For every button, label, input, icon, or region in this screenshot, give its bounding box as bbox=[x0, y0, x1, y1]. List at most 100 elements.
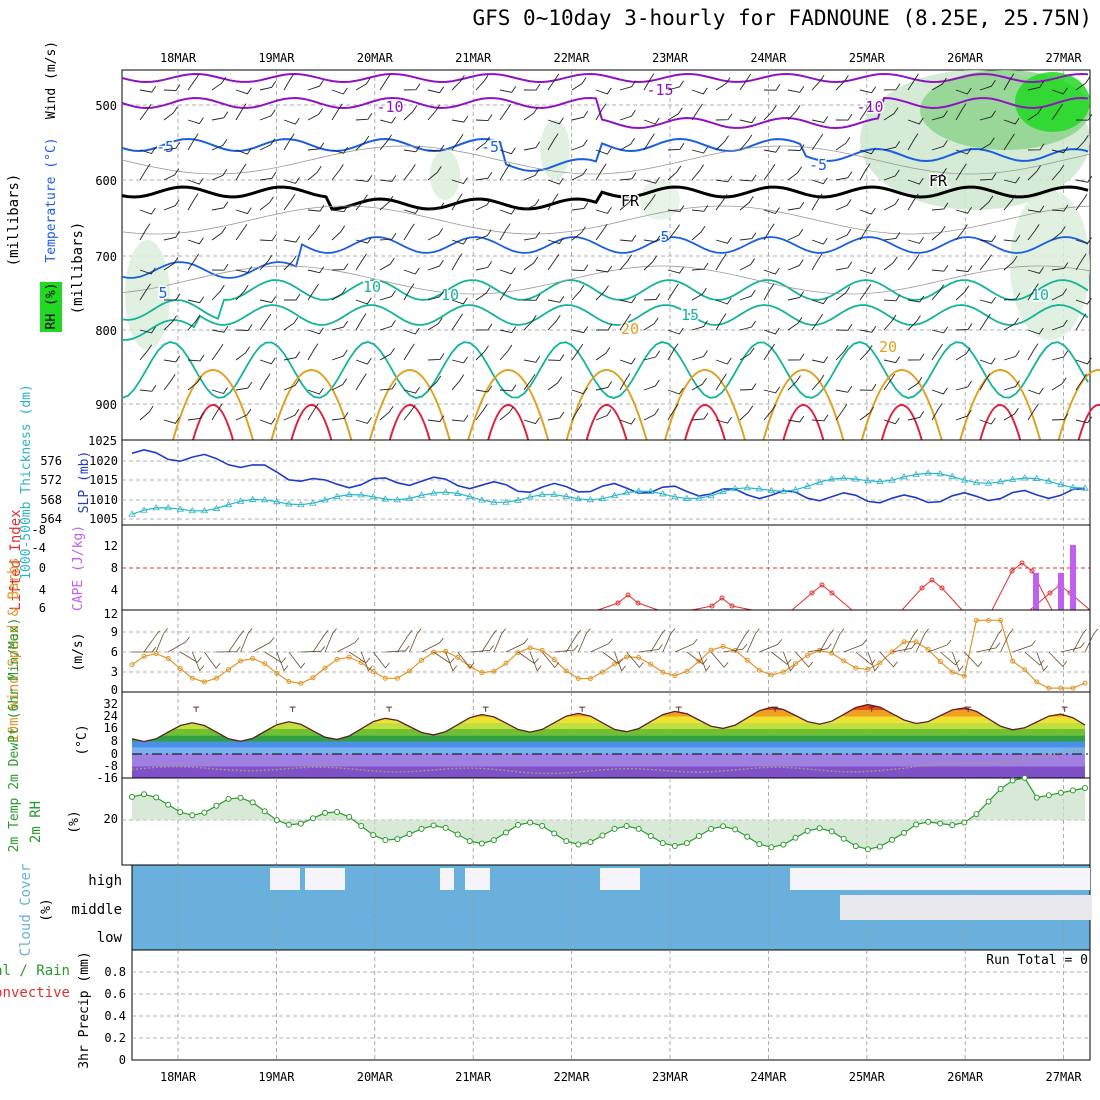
thickness-marker bbox=[273, 498, 281, 505]
lifted-index-marker bbox=[729, 603, 735, 609]
temp-max-marker bbox=[289, 706, 296, 712]
wind-barb bbox=[955, 103, 967, 121]
thickness-tick: 576 bbox=[40, 454, 62, 468]
middle-cloud-block bbox=[888, 895, 900, 920]
temp-contour-warm bbox=[121, 341, 1089, 399]
wind-tick: 12 bbox=[104, 607, 118, 621]
rh-fill bbox=[132, 777, 1085, 850]
wind-barb-10m bbox=[698, 651, 711, 672]
wind-barb bbox=[691, 103, 703, 121]
wind-barb bbox=[739, 134, 753, 151]
wind-barb bbox=[211, 387, 228, 395]
wind-barb bbox=[667, 143, 685, 151]
wind-barb bbox=[835, 286, 851, 301]
rh-marker bbox=[599, 832, 606, 839]
wind-barb-10m bbox=[638, 644, 663, 653]
wind-barb bbox=[811, 177, 828, 185]
wind-barb bbox=[523, 315, 537, 331]
wind-speed-marker bbox=[998, 617, 1004, 623]
rh-marker bbox=[249, 799, 256, 806]
rh-marker bbox=[129, 793, 135, 800]
rh-marker bbox=[792, 834, 799, 841]
wind-barb bbox=[1027, 267, 1044, 274]
cape-bar bbox=[1033, 572, 1039, 610]
wind-barb bbox=[331, 320, 348, 331]
rh-marker bbox=[442, 824, 449, 831]
wind-barb bbox=[811, 116, 829, 124]
rh-marker bbox=[285, 821, 292, 828]
wind-barb-10m bbox=[409, 628, 422, 653]
thickness-marker bbox=[840, 474, 848, 481]
wind-barb bbox=[355, 417, 372, 424]
date-label-bottom: 26MAR bbox=[947, 1070, 984, 1084]
wind-barb bbox=[619, 234, 637, 242]
wind-barb-10m bbox=[132, 646, 157, 653]
wind-barb bbox=[403, 105, 418, 121]
rh-marker bbox=[141, 791, 148, 798]
wind-barb bbox=[931, 326, 949, 334]
wind-barb bbox=[403, 343, 415, 361]
wind-barb bbox=[787, 86, 805, 93]
wind-barb bbox=[235, 223, 248, 241]
wind-barb bbox=[763, 83, 781, 91]
wind-barb bbox=[307, 283, 319, 301]
wind-speed-marker bbox=[744, 657, 750, 663]
temp-line bbox=[131, 703, 1086, 743]
wind-barb-10m bbox=[590, 638, 613, 653]
rh-marker bbox=[816, 825, 823, 832]
wind-barb bbox=[307, 387, 324, 395]
wind-barb bbox=[787, 144, 805, 151]
wind-barb bbox=[451, 356, 468, 364]
wind-barb bbox=[403, 145, 421, 153]
wind-barb bbox=[187, 177, 204, 185]
wind-barb bbox=[571, 226, 586, 241]
wind-barb bbox=[643, 317, 659, 331]
lifted-index-line bbox=[991, 562, 1053, 611]
wind-barb bbox=[763, 105, 777, 121]
thickness-marker bbox=[514, 496, 522, 503]
wind-barb bbox=[1051, 319, 1068, 331]
wind-barb bbox=[811, 356, 829, 364]
wind-barb bbox=[1003, 73, 1015, 91]
wind-barb-10m bbox=[1036, 651, 1048, 672]
wind-barb bbox=[211, 76, 227, 91]
wind-barb-10m bbox=[1084, 628, 1099, 653]
wind-barb-10m bbox=[662, 628, 676, 653]
precip-tick: 0.8 bbox=[104, 965, 126, 979]
thickness-marker bbox=[490, 498, 498, 505]
wind-barb bbox=[883, 256, 898, 271]
temp-band bbox=[132, 704, 1085, 711]
wind-barb bbox=[379, 175, 397, 182]
middle-cloud-block bbox=[840, 895, 852, 920]
thickness-marker bbox=[152, 504, 160, 511]
thickness-marker bbox=[1045, 477, 1053, 484]
wind-barb bbox=[403, 164, 416, 181]
wind-barb bbox=[619, 138, 635, 151]
wind-barb bbox=[1027, 205, 1045, 213]
wind-barb bbox=[523, 169, 540, 181]
thickness-marker bbox=[502, 498, 510, 505]
wind-barb bbox=[139, 104, 152, 121]
wind-barb bbox=[763, 164, 776, 181]
wind-speed-marker bbox=[527, 645, 533, 651]
lifted-index-marker bbox=[829, 590, 835, 596]
wind-barb bbox=[283, 408, 300, 421]
rh-contour bbox=[121, 145, 1091, 175]
lifted-index-marker bbox=[1047, 590, 1053, 596]
wind-speed-marker bbox=[262, 661, 268, 667]
wind-speed-marker bbox=[672, 673, 678, 679]
wind-barb bbox=[811, 297, 828, 305]
wind-barb bbox=[883, 169, 900, 181]
wind-barb-10m bbox=[541, 651, 560, 669]
rh-marker bbox=[1069, 787, 1076, 794]
wind-barb bbox=[619, 313, 631, 331]
temp-contour-25 bbox=[782, 404, 825, 441]
wind-barb bbox=[691, 262, 709, 271]
rh-marker bbox=[997, 785, 1004, 792]
temp-contour-25 bbox=[487, 404, 530, 441]
thickness-marker bbox=[888, 476, 896, 483]
wind-barb bbox=[475, 261, 493, 271]
wind-barb bbox=[619, 296, 637, 304]
wind-barb bbox=[763, 207, 780, 215]
